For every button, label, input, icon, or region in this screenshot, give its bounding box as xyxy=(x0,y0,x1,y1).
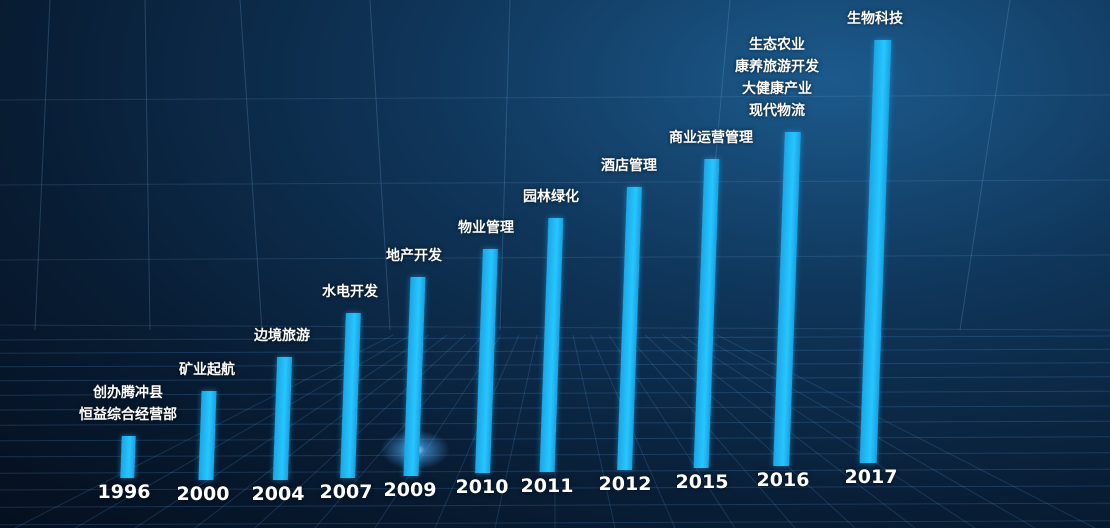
grid-line xyxy=(144,0,151,331)
grid-line xyxy=(0,179,1110,186)
milestone-label: 地产开发 xyxy=(386,245,442,267)
year-label: 2016 xyxy=(756,469,810,491)
grid-line xyxy=(626,334,796,528)
grid-line xyxy=(369,0,391,331)
grid-line xyxy=(494,334,538,528)
grid-line xyxy=(644,334,856,528)
milestone-line: 边境旅游 xyxy=(254,328,310,345)
milestone-line: 生态农业 xyxy=(749,36,805,53)
milestone-line: 康养旅游开发 xyxy=(735,58,819,75)
milestone-line: 园林绿化 xyxy=(523,189,579,206)
grid-line xyxy=(572,334,616,528)
milestone-label: 边境旅游 xyxy=(254,325,310,347)
milestone-label: 生态农业康养旅游开发 大健康产业现代物流 xyxy=(735,34,819,122)
year-label: 2000 xyxy=(176,483,230,505)
year-label: 2004 xyxy=(251,483,305,505)
milestone-line: 商业运营管理 xyxy=(669,130,753,147)
milestone-line: 大健康产业 xyxy=(742,80,812,97)
grid-line xyxy=(0,502,1110,508)
year-label: 1996 xyxy=(97,481,151,503)
year-label: 2011 xyxy=(520,475,574,497)
year-label: 2009 xyxy=(383,479,437,501)
milestone-line: 地产开发 xyxy=(386,248,442,265)
milestone-line: 水电开发 xyxy=(322,284,378,301)
milestone-label: 商业运营管理 xyxy=(669,127,753,149)
milestone-line: 矿业起航 xyxy=(179,362,235,379)
milestone-label: 矿业起航 xyxy=(179,359,235,381)
milestone-label: 创办腾冲县恒益综合经营部 xyxy=(79,382,177,426)
bar-1996 xyxy=(120,435,136,478)
year-label: 2010 xyxy=(455,476,509,498)
grid-line xyxy=(254,334,466,528)
milestone-line: 现代物流 xyxy=(749,102,805,119)
grid-line xyxy=(0,485,1110,491)
milestone-line: 恒益综合经营部 xyxy=(79,406,177,423)
milestone-line: 酒店管理 xyxy=(601,157,657,174)
grid-line xyxy=(0,520,1110,526)
milestone-line: 物业管理 xyxy=(458,219,514,236)
milestone-label: 酒店管理 xyxy=(601,155,657,177)
grid-line xyxy=(0,468,1110,474)
grid-line xyxy=(0,94,1110,101)
year-label: 2015 xyxy=(675,471,729,493)
year-label: 2007 xyxy=(319,481,373,503)
milestone-label: 园林绿化 xyxy=(523,186,579,208)
grid-line xyxy=(34,0,51,331)
milestone-label: 水电开发 xyxy=(322,281,378,303)
grid-line xyxy=(239,0,263,331)
milestone-line: 生物科技 xyxy=(847,11,903,27)
year-label: 2017 xyxy=(844,466,898,488)
milestone-label: 生物科技 xyxy=(847,8,903,30)
year-label: 2012 xyxy=(598,473,652,495)
grid-line xyxy=(959,0,1011,331)
milestone-line: 创办腾冲县 xyxy=(93,384,163,401)
grid-line xyxy=(499,0,511,331)
grid-line xyxy=(194,334,448,528)
bar-2000 xyxy=(197,391,217,480)
grid-line xyxy=(680,334,976,528)
milestone-label: 物业管理 xyxy=(458,217,514,239)
